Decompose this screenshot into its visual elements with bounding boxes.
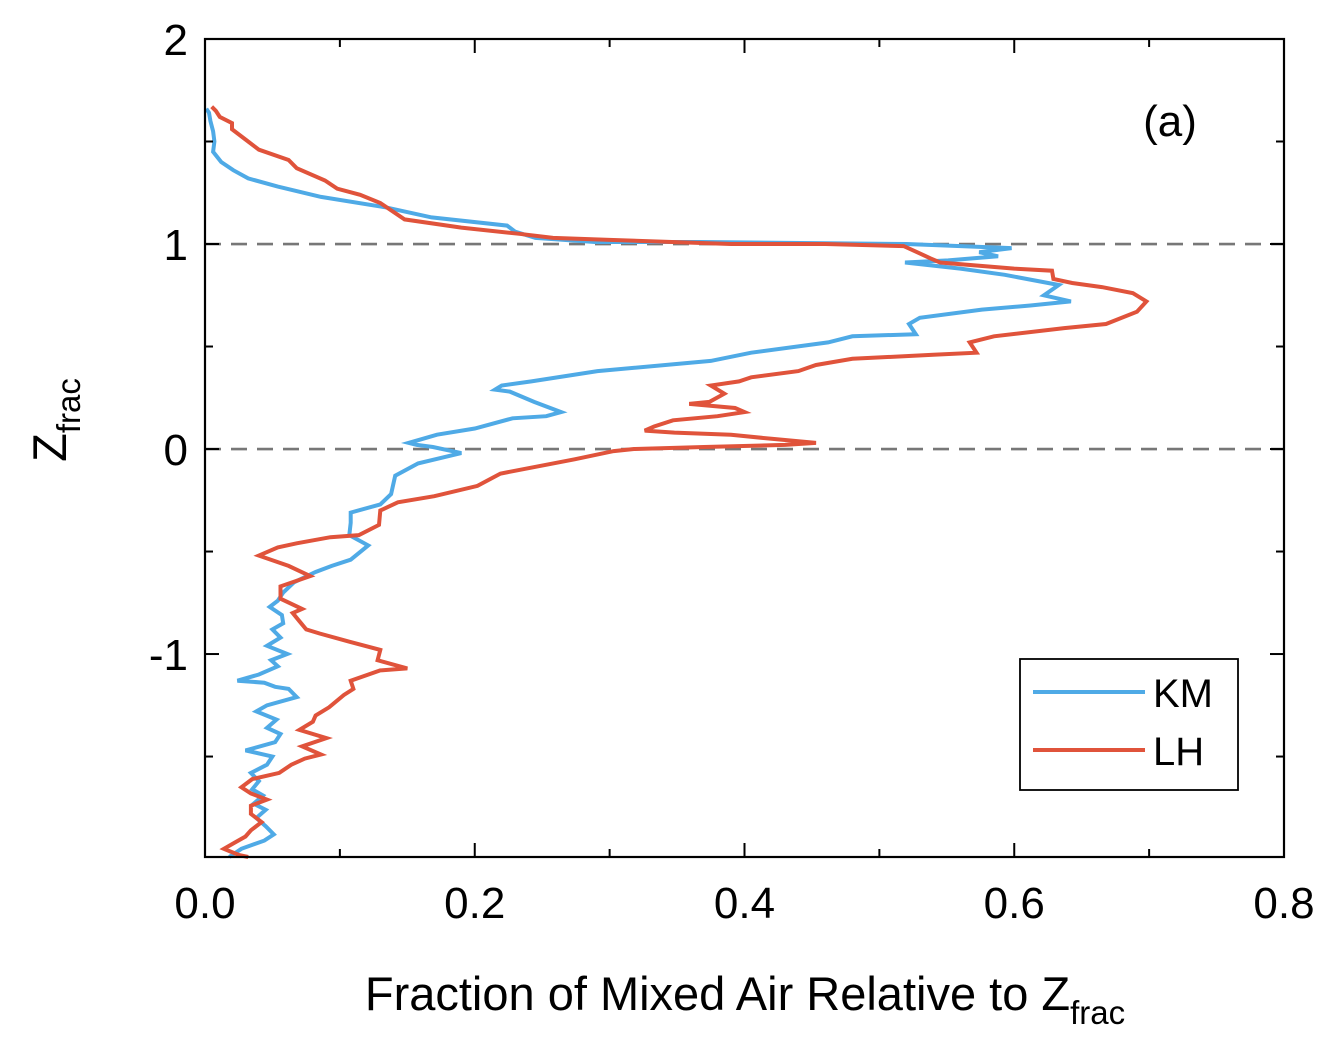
y-axis-title: Zfrac xyxy=(23,378,87,462)
x-axis-title-subscript: frac xyxy=(1070,994,1125,1031)
y-tick-label: 1 xyxy=(164,221,188,270)
y-axis-title-main: Z xyxy=(23,433,76,462)
x-axis-title: Fraction of Mixed Air Relative to Zfrac xyxy=(365,967,1125,1031)
y-tick-label: 0 xyxy=(164,426,188,475)
y-tick-label: -1 xyxy=(149,631,188,680)
legend-label-km: KM xyxy=(1153,672,1213,716)
x-tick-label: 0.4 xyxy=(714,879,775,928)
x-axis-tick-labels: 0.0 0.2 0.4 0.6 0.8 xyxy=(174,879,1314,928)
legend-label-lh: LH xyxy=(1153,730,1204,774)
series-line-km xyxy=(204,107,1072,859)
axis-ticks xyxy=(204,38,1285,857)
y-axis-tick-labels: 2 1 0 -1 xyxy=(149,16,188,680)
x-tick-label: 0.6 xyxy=(984,879,1045,928)
x-axis-title-main: Fraction of Mixed Air Relative to Z xyxy=(365,967,1070,1020)
panel-label: (a) xyxy=(1143,97,1197,146)
series-line-lh xyxy=(210,105,1150,859)
y-tick-label: 2 xyxy=(164,16,188,65)
x-tick-label: 0.0 xyxy=(174,879,235,928)
series-lines xyxy=(204,105,1150,859)
y-axis-title-subscript: frac xyxy=(50,378,87,433)
legend-box xyxy=(1019,658,1239,791)
x-tick-label: 0.8 xyxy=(1253,879,1314,928)
x-tick-label: 0.2 xyxy=(444,879,505,928)
legend: KM LH xyxy=(1019,658,1239,791)
reference-lines xyxy=(205,242,1284,451)
